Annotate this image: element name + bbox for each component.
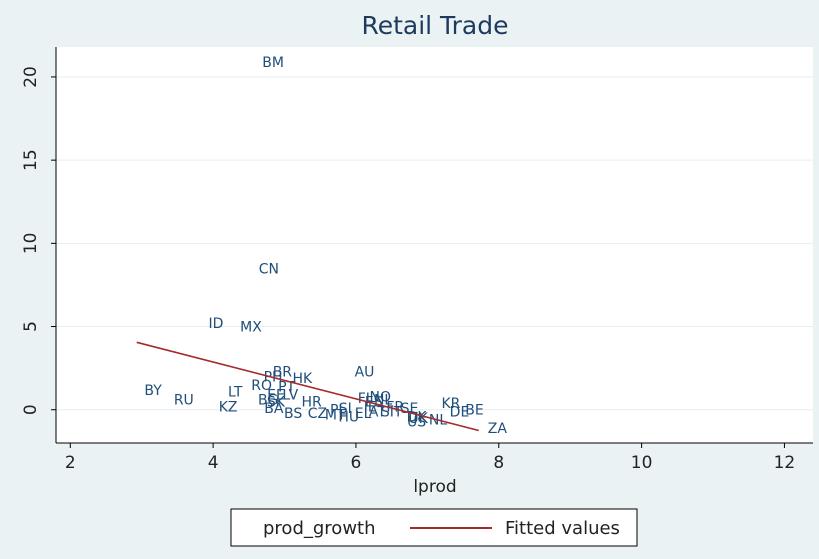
legend: prod_growth Fitted values	[230, 508, 638, 547]
data-point-label: BR	[273, 364, 293, 380]
data-point-label: CN	[259, 261, 279, 277]
data-point-label: BS	[284, 406, 302, 422]
data-point-label: US	[407, 414, 426, 430]
data-point-label: BM	[262, 55, 284, 71]
data-point-label: KZ	[219, 399, 238, 415]
data-point-label: PL	[330, 403, 346, 419]
data-point-label: UK	[408, 411, 428, 427]
fitted-values-line	[136, 341, 479, 432]
data-point-label: AU	[355, 364, 375, 380]
data-point-label: FR	[386, 399, 404, 415]
fitted-line-group	[136, 341, 479, 432]
data-point-label: MT	[325, 408, 346, 424]
x-tick-label: 12	[774, 453, 796, 473]
data-point-label: BY	[144, 383, 162, 399]
data-point-label: SIT	[381, 404, 403, 420]
data-point-label: FI	[358, 391, 370, 407]
y-tick-label: 20	[21, 66, 41, 88]
data-point-label: RO	[251, 378, 272, 394]
data-point-label: EL	[355, 406, 372, 422]
data-point-label: MX	[240, 320, 262, 336]
data-point-label: NO	[369, 389, 391, 405]
data-point-label: EE	[267, 388, 285, 404]
data-point-label: KR	[441, 396, 460, 412]
data-point-label: PT	[278, 379, 295, 395]
plot-area	[56, 47, 813, 443]
data-point-label: LV	[282, 388, 298, 404]
data-point-label: LT	[228, 384, 243, 400]
x-tick-label: 2	[65, 453, 76, 473]
x-tick-labels: 2 4 6 8 10 12	[65, 453, 795, 473]
data-point-label: SI	[339, 401, 352, 417]
chart-title: Retail Trade	[361, 11, 508, 40]
legend-entry-fitted-values: Fitted values	[505, 518, 620, 539]
x-tick-label: 10	[631, 453, 653, 473]
data-point-label: HR	[302, 394, 323, 410]
data-point-label: ID	[209, 316, 224, 332]
y-tick-label: 5	[21, 321, 41, 332]
y-tick-label: 10	[21, 233, 41, 255]
legend-entry-prod-growth: prod_growth	[263, 518, 376, 539]
axes	[51, 47, 813, 448]
y-tick-label: 0	[21, 404, 41, 415]
data-point-label: ZA	[488, 421, 508, 437]
data-point-label: BE	[465, 403, 483, 419]
data-point-label: BA	[264, 401, 284, 417]
data-point-label: BG	[258, 393, 278, 409]
y-tick-label: 15	[21, 149, 41, 171]
data-point-label: SK	[267, 394, 286, 410]
y-tick-labels: 0 5 10 15 20	[21, 66, 41, 415]
data-point-label: HU	[338, 409, 359, 425]
data-point-label: ES	[365, 394, 383, 410]
x-tick-label: 8	[493, 453, 504, 473]
x-axis-label: lprod	[413, 477, 456, 497]
gridlines	[56, 76, 813, 411]
data-point-label: CZ	[308, 406, 327, 422]
x-tick-label: 6	[351, 453, 362, 473]
x-tick-label: 4	[208, 453, 219, 473]
data-point-label: AT	[369, 404, 386, 420]
data-point-label: RU	[174, 393, 194, 409]
data-point-label: DE	[450, 404, 470, 420]
